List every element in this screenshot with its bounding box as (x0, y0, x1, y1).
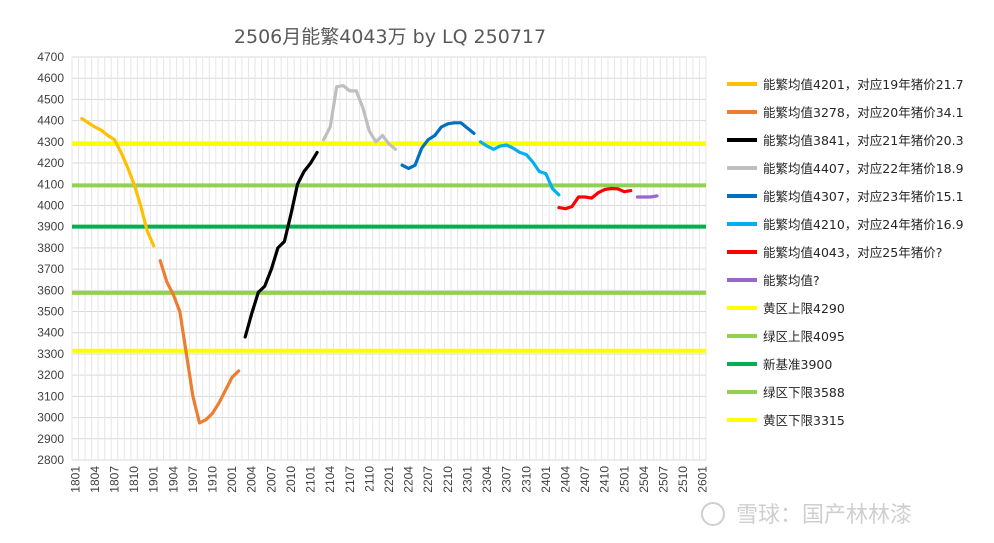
series-line (478, 140, 561, 197)
y-tick-label: 3800 (37, 241, 64, 255)
x-tick-label: 2304 (480, 466, 494, 493)
x-tick-label: 2501 (617, 466, 631, 493)
x-tick-label: 2101 (304, 466, 318, 493)
x-tick-label: 1810 (127, 466, 141, 493)
x-tick-label: 2104 (323, 466, 337, 493)
y-tick-label: 3500 (37, 305, 64, 319)
x-tick-label: 2410 (598, 466, 612, 493)
legend-entry: 能繁均值4210，对应24年猪价16.9 (763, 217, 964, 232)
x-tick-label: 2010 (284, 466, 298, 493)
y-axis-tick-labels: 2800 2900 3000 3100 3200 3300 3400 3500 3600 3700… (37, 50, 64, 467)
series-line (635, 194, 659, 199)
y-tick-label: 2900 (37, 432, 64, 446)
x-tick-label: 2407 (578, 466, 592, 493)
watermark-logo-icon (701, 502, 725, 526)
y-tick-label: 2800 (37, 453, 64, 467)
legend-entry: 能繁均值3278，对应20年猪价34.1 (763, 105, 964, 120)
y-tick-label: 4000 (37, 198, 64, 212)
x-tick-label: 2401 (539, 466, 553, 493)
x-tick-label: 2107 (343, 466, 357, 493)
x-tick-label: 2307 (500, 466, 514, 493)
x-tick-label: 2404 (558, 466, 572, 493)
legend: 能繁均值4201，对应19年猪价21.7 能繁均值3278，对应20年猪价34.1… (727, 77, 964, 428)
legend-entry: 能繁均值4043，对应25年猪价? (763, 245, 942, 260)
x-tick-label: 1910 (206, 466, 220, 493)
watermark-text: 雪球：国产林林漆 (736, 503, 912, 528)
x-tick-label: 2507 (657, 466, 671, 493)
x-tick-label: 1801 (68, 466, 82, 493)
y-tick-label: 3100 (37, 389, 64, 403)
y-tick-label: 4500 (37, 92, 64, 106)
legend-entry: 绿区下限3588 (763, 385, 845, 400)
y-tick-label: 4300 (37, 135, 64, 149)
y-tick-label: 4600 (37, 71, 64, 85)
x-tick-label: 2007 (264, 466, 278, 493)
x-axis-tick-labels: 1801 1804 1807 1810 1901 1904 1907 1910 2001 2004… (68, 466, 709, 493)
y-tick-label: 3300 (37, 347, 64, 361)
y-tick-label: 4400 (37, 114, 64, 128)
x-tick-label: 2204 (402, 466, 416, 493)
x-tick-label: 2110 (362, 466, 376, 492)
legend-entry: 黄区下限3315 (763, 413, 845, 428)
y-tick-label: 4200 (37, 156, 64, 170)
x-tick-label: 2004 (245, 466, 259, 493)
series-line (243, 150, 319, 339)
series-lines (80, 84, 659, 425)
x-tick-label: 2510 (676, 466, 690, 493)
legend-entry: 能繁均值4307，对应23年猪价15.1 (763, 189, 964, 204)
x-tick-label: 2201 (382, 466, 396, 493)
x-tick-label: 1904 (166, 466, 180, 493)
y-tick-label: 3700 (37, 262, 64, 276)
legend-entry: 能繁均值4201，对应19年猪价21.7 (763, 77, 964, 92)
y-tick-label: 3000 (37, 411, 64, 425)
y-tick-label: 3200 (37, 368, 64, 382)
series-line (158, 259, 241, 425)
gridlines (71, 56, 707, 461)
y-tick-label: 3900 (37, 220, 64, 234)
y-tick-label: 4100 (37, 177, 64, 191)
series-line (400, 121, 476, 170)
legend-entry: 能繁均值3841，对应21年猪价20.3 (763, 133, 964, 148)
x-tick-label: 2207 (421, 466, 435, 493)
series-line (80, 116, 156, 248)
watermark: 雪球：国产林林漆 (701, 502, 912, 528)
legend-entry: 能繁均值? (763, 273, 820, 288)
x-tick-label: 2601 (696, 466, 710, 493)
legend-entry: 新基准3900 (763, 357, 832, 372)
x-tick-label: 1807 (107, 466, 121, 493)
x-tick-label: 1907 (186, 466, 200, 493)
x-tick-label: 2504 (637, 466, 651, 493)
series-line (322, 84, 398, 151)
y-tick-label: 3400 (37, 326, 64, 340)
x-tick-label: 2310 (519, 466, 533, 493)
series-line (557, 186, 633, 211)
legend-entry: 绿区上限4095 (763, 329, 845, 344)
x-tick-label: 1804 (88, 466, 102, 493)
x-tick-label: 2210 (441, 466, 455, 493)
x-tick-label: 2001 (225, 466, 239, 493)
x-tick-label: 1901 (147, 466, 161, 493)
y-tick-label: 4700 (37, 50, 64, 64)
x-tick-label: 2301 (460, 466, 474, 493)
legend-entry: 能繁均值4407，对应22年猪价18.9 (763, 161, 964, 176)
chart-title: 2506月能繁4043万 by LQ 250717 (234, 26, 546, 48)
y-tick-label: 3600 (37, 283, 64, 297)
legend-entry: 黄区上限4290 (763, 301, 845, 316)
